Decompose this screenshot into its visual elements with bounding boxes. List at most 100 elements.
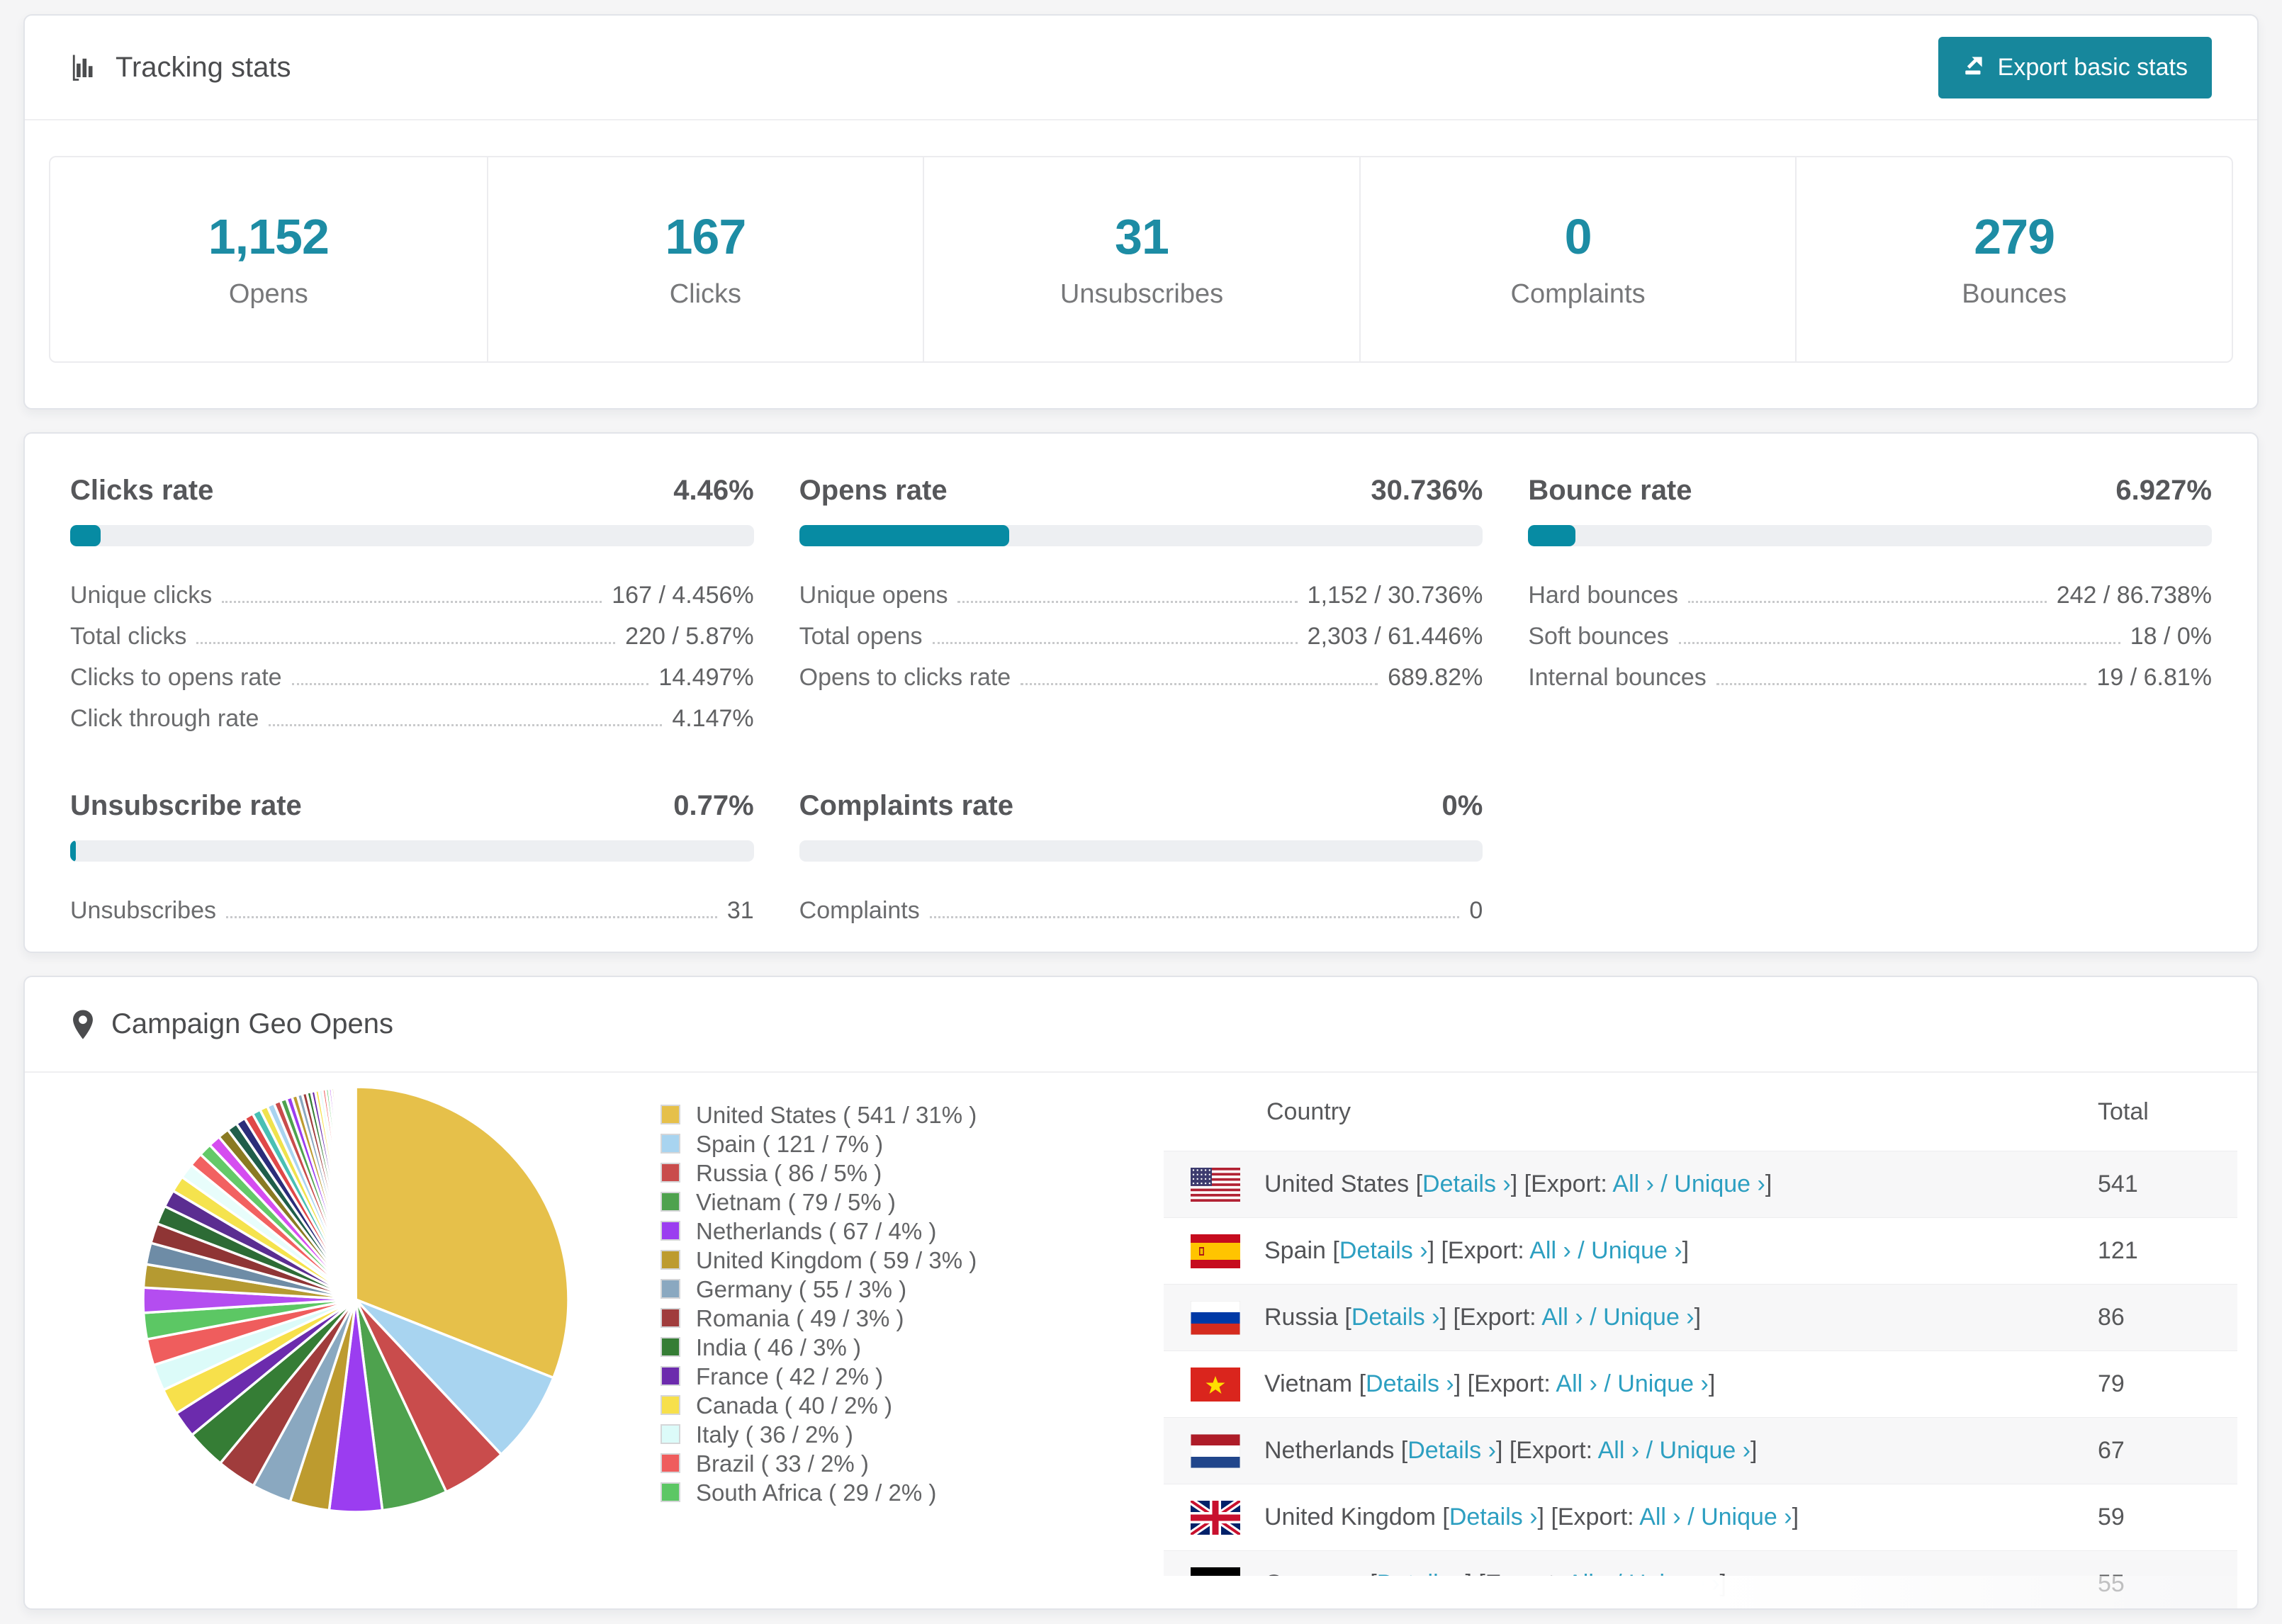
country-cell: United Kingdom [Details ›] [Export: All … bbox=[1264, 1504, 1799, 1530]
legend-item: Netherlands ( 67 / 4% ) bbox=[661, 1219, 977, 1243]
legend-label: India ( 46 / 3% ) bbox=[696, 1333, 861, 1360]
rate-title: Unsubscribe rate bbox=[70, 790, 302, 821]
dotted-leader bbox=[225, 916, 717, 918]
dotted-leader bbox=[1688, 601, 2047, 603]
page-title: Tracking stats bbox=[116, 51, 291, 83]
country-flag-icon bbox=[1191, 1567, 1240, 1601]
export-unique-link[interactable]: Unique › bbox=[1674, 1171, 1765, 1197]
country-flag-icon bbox=[1191, 1500, 1240, 1535]
details-link[interactable]: Details › bbox=[1449, 1504, 1538, 1530]
export-all-link[interactable]: All › bbox=[1567, 1570, 1609, 1597]
details-link[interactable]: Details › bbox=[1351, 1304, 1440, 1331]
rate-row-label: Internal bounces bbox=[1528, 663, 1707, 691]
export-all-link[interactable]: All › bbox=[1612, 1171, 1654, 1197]
legend-label: Russia ( 86 / 5% ) bbox=[696, 1159, 882, 1186]
summary-stat-cell: 167 Clicks bbox=[486, 157, 923, 361]
summary-stat-label: Clicks bbox=[669, 279, 742, 309]
export-all-link[interactable]: All › bbox=[1541, 1304, 1583, 1331]
export-unique-link[interactable]: Unique › bbox=[1701, 1504, 1792, 1530]
export-unique-link[interactable]: Unique › bbox=[1603, 1304, 1694, 1331]
total-cell: 67 bbox=[2098, 1437, 2125, 1464]
country-flag-icon bbox=[1191, 1234, 1240, 1268]
rate-row-value: 31 bbox=[726, 896, 754, 924]
rate-section-header: Clicks rate 4.46% bbox=[70, 475, 754, 507]
rate-progress-bar bbox=[70, 525, 754, 546]
details-link[interactable]: Details › bbox=[1339, 1237, 1428, 1264]
rate-row-value: 1,152 / 30.736% bbox=[1307, 581, 1483, 609]
rate-section-header: Opens rate 30.736% bbox=[799, 475, 1483, 507]
rate-value: 0% bbox=[1441, 790, 1483, 821]
export-all-link[interactable]: All › bbox=[1556, 1370, 1597, 1397]
rates-card: Clicks rate 4.46% Unique clicks 167 / 4.… bbox=[23, 432, 2259, 953]
legend-swatch bbox=[661, 1308, 680, 1328]
legend-swatch bbox=[661, 1221, 680, 1241]
geo-card-header: Campaign Geo Opens bbox=[25, 977, 2257, 1073]
legend-item: United Kingdom ( 59 / 3% ) bbox=[661, 1246, 977, 1273]
rate-title: Opens rate bbox=[799, 475, 948, 506]
export-unique-link[interactable]: Unique › bbox=[1659, 1437, 1751, 1464]
summary-stat-cell: 0 Complaints bbox=[1359, 157, 1796, 361]
legend-swatch bbox=[661, 1192, 680, 1212]
legend-label: United Kingdom ( 59 / 3% ) bbox=[696, 1246, 977, 1273]
rate-row-label: Hard bounces bbox=[1528, 581, 1679, 609]
country-flag-icon bbox=[1191, 1300, 1240, 1335]
details-link[interactable]: Details › bbox=[1407, 1437, 1496, 1464]
export-basic-stats-button[interactable]: Export basic stats bbox=[1938, 36, 2212, 98]
dotted-leader bbox=[1021, 683, 1378, 685]
rate-progress-fill bbox=[70, 525, 101, 546]
export-all-link[interactable]: All › bbox=[1639, 1504, 1681, 1530]
rate-detail-rows: Complaints 0 bbox=[799, 883, 1483, 924]
details-link[interactable]: Details › bbox=[1366, 1370, 1454, 1397]
export-all-link[interactable]: All › bbox=[1597, 1437, 1640, 1464]
country-flag-icon bbox=[1191, 1433, 1240, 1468]
summary-stat-label: Unsubscribes bbox=[1060, 279, 1224, 309]
rate-row-label: Opens to clicks rate bbox=[799, 663, 1011, 691]
dotted-leader bbox=[291, 683, 649, 685]
rate-detail-row: Opens to clicks rate 689.82% bbox=[799, 650, 1483, 691]
legend-item: Germany ( 55 / 3% ) bbox=[661, 1278, 977, 1301]
rate-row-label: Unique opens bbox=[799, 581, 948, 609]
legend-label: Canada ( 40 / 2% ) bbox=[696, 1392, 892, 1419]
dotted-leader bbox=[932, 642, 1298, 644]
legend-item: France ( 42 / 2% ) bbox=[661, 1365, 977, 1388]
legend-item: Italy ( 36 / 2% ) bbox=[661, 1423, 977, 1446]
summary-stat-label: Complaints bbox=[1510, 279, 1646, 309]
export-unique-link[interactable]: Unique › bbox=[1629, 1570, 1720, 1597]
legend-label: Spain ( 121 / 7% ) bbox=[696, 1130, 884, 1157]
legend-swatch bbox=[661, 1134, 680, 1154]
rate-section: Bounce rate 6.927% Hard bounces 242 / 86… bbox=[1528, 475, 2212, 732]
country-cell: Vietnam [Details ›] [Export: All › / Uni… bbox=[1264, 1370, 1716, 1397]
rate-title: Bounce rate bbox=[1528, 475, 1692, 506]
rate-progress-bar bbox=[70, 840, 754, 862]
legend-swatch bbox=[661, 1424, 680, 1444]
legend-label: Romania ( 49 / 3% ) bbox=[696, 1304, 904, 1331]
rate-row-label: Total opens bbox=[799, 622, 923, 650]
rate-row-value: 18 / 0% bbox=[2130, 622, 2212, 650]
export-unique-link[interactable]: Unique › bbox=[1591, 1237, 1682, 1264]
geo-table-rows: United States [Details ›] [Export: All ›… bbox=[1164, 1151, 2237, 1608]
rate-section-header: Unsubscribe rate 0.77% bbox=[70, 790, 754, 822]
rate-section: Opens rate 30.736% Unique opens 1,152 / … bbox=[799, 475, 1483, 732]
table-row: United States [Details ›] [Export: All ›… bbox=[1164, 1151, 2237, 1217]
table-row: Russia [Details ›] [Export: All › / Uniq… bbox=[1164, 1284, 2237, 1350]
rate-detail-row: Unsubscribes 31 bbox=[70, 883, 754, 924]
legend-item: Russia ( 86 / 5% ) bbox=[661, 1159, 977, 1186]
dotted-leader bbox=[1678, 642, 2120, 644]
legend-label: Vietnam ( 79 / 5% ) bbox=[696, 1188, 896, 1215]
details-link[interactable]: Details › bbox=[1422, 1171, 1511, 1197]
campaign-geo-opens-card: Campaign Geo Opens United States ( 541 /… bbox=[23, 976, 2259, 1610]
tracking-stats-title: Tracking stats bbox=[70, 52, 291, 84]
rate-progress-bar bbox=[799, 840, 1483, 862]
geo-title: Campaign Geo Opens bbox=[111, 1008, 394, 1039]
export-unique-link[interactable]: Unique › bbox=[1617, 1370, 1709, 1397]
table-row: Vietnam [Details ›] [Export: All › / Uni… bbox=[1164, 1350, 2237, 1417]
export-all-link[interactable]: All › bbox=[1529, 1237, 1571, 1264]
rate-row-label: Total clicks bbox=[70, 622, 187, 650]
legend-swatch bbox=[661, 1482, 680, 1502]
summary-stat-value: 31 bbox=[1115, 209, 1169, 264]
bar-chart-icon bbox=[70, 52, 100, 82]
details-link[interactable]: Details › bbox=[1376, 1570, 1466, 1597]
summary-stat-cell: 31 Unsubscribes bbox=[923, 157, 1359, 361]
legend-item: United States ( 541 / 31% ) bbox=[661, 1103, 977, 1127]
rate-value: 4.46% bbox=[673, 475, 754, 506]
